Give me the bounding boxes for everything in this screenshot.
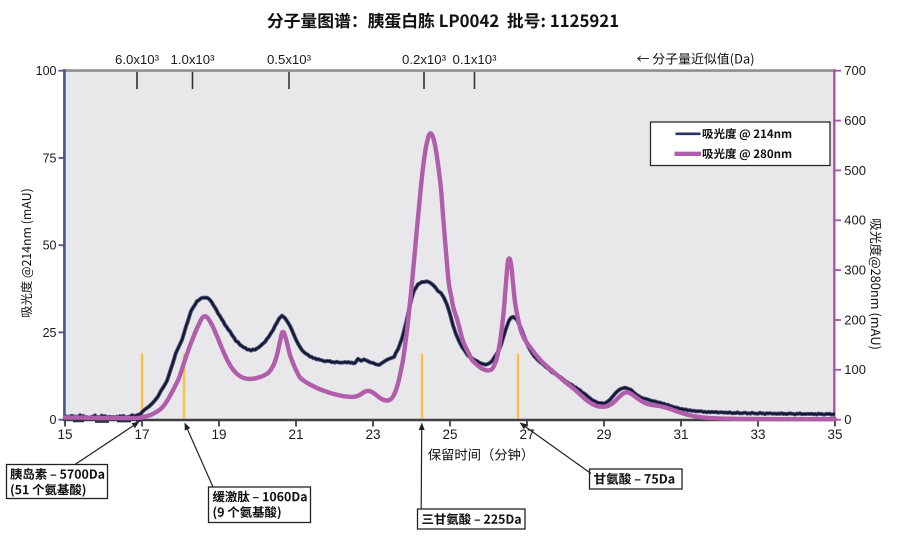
svg-text:100: 100 — [844, 362, 866, 377]
svg-text:0.5x10³: 0.5x10³ — [267, 52, 312, 67]
svg-text:200: 200 — [844, 312, 866, 327]
svg-text:35: 35 — [827, 427, 842, 442]
svg-text:50: 50 — [43, 239, 57, 253]
svg-text:0: 0 — [50, 413, 57, 427]
svg-text:0.2x10³: 0.2x10³ — [402, 52, 447, 67]
svg-text:6.0x10³: 6.0x10³ — [115, 52, 160, 67]
svg-text:15: 15 — [57, 427, 72, 442]
svg-text:17: 17 — [134, 427, 149, 442]
svg-text:21: 21 — [288, 427, 303, 442]
svg-text:75: 75 — [43, 151, 57, 165]
svg-text:31: 31 — [673, 427, 688, 442]
svg-text:1.0x10³: 1.0x10³ — [171, 52, 216, 67]
svg-text:600: 600 — [844, 113, 866, 128]
svg-text:400: 400 — [844, 213, 866, 228]
svg-text:25: 25 — [442, 427, 457, 442]
svg-text:33: 33 — [750, 427, 765, 442]
svg-text:100: 100 — [36, 64, 57, 78]
svg-text:19: 19 — [211, 427, 226, 442]
svg-text:23: 23 — [365, 427, 380, 442]
svg-text:27: 27 — [519, 427, 534, 442]
svg-text:25: 25 — [43, 326, 57, 340]
svg-text:700: 700 — [844, 63, 866, 78]
svg-text:500: 500 — [844, 163, 866, 178]
svg-text:0: 0 — [844, 412, 851, 427]
svg-text:0.1x10³: 0.1x10³ — [453, 52, 498, 67]
svg-text:300: 300 — [844, 263, 866, 278]
svg-text:29: 29 — [596, 427, 611, 442]
